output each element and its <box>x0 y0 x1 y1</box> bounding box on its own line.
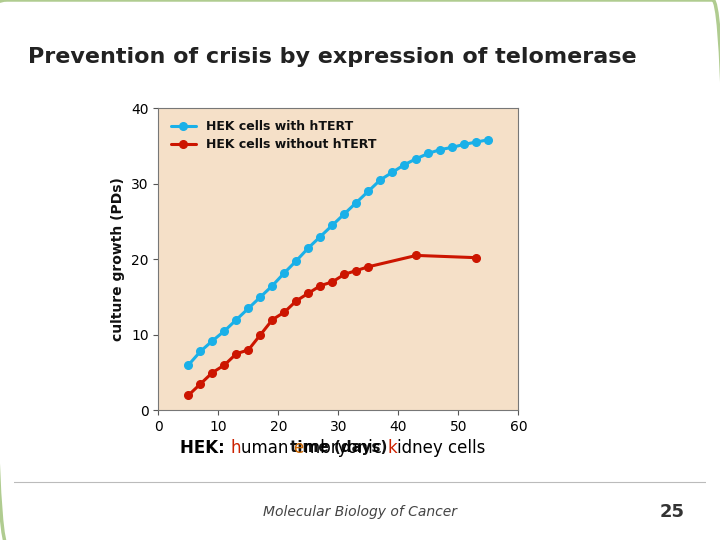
HEK cells with hTERT <box>292 258 301 264</box>
Text: idney cells: idney cells <box>397 439 485 457</box>
HEK cells without hTERT <box>328 279 337 285</box>
HEK cells without hTERT <box>412 252 420 259</box>
HEK cells without hTERT <box>184 392 193 399</box>
HEK cells without hTERT <box>472 254 481 261</box>
X-axis label: time (days): time (days) <box>289 440 387 455</box>
Legend: HEK cells with hTERT, HEK cells without hTERT: HEK cells with hTERT, HEK cells without … <box>165 114 382 158</box>
Text: mbryonic: mbryonic <box>304 439 387 457</box>
HEK cells with hTERT <box>268 282 276 289</box>
Text: HEK:: HEK: <box>180 439 230 457</box>
Line: HEK cells without hTERT: HEK cells without hTERT <box>184 252 480 399</box>
Line: HEK cells with hTERT: HEK cells with hTERT <box>184 136 492 369</box>
HEK cells with hTERT <box>280 269 289 276</box>
HEK cells with hTERT <box>388 169 397 176</box>
HEK cells with hTERT <box>304 245 312 251</box>
HEK cells without hTERT <box>220 362 229 368</box>
HEK cells without hTERT <box>340 271 348 278</box>
HEK cells with hTERT <box>460 141 469 147</box>
HEK cells with hTERT <box>340 211 348 217</box>
HEK cells with hTERT <box>448 144 456 151</box>
Text: 25: 25 <box>660 503 685 521</box>
HEK cells with hTERT <box>184 362 193 368</box>
HEK cells with hTERT <box>412 156 420 162</box>
HEK cells with hTERT <box>352 199 361 206</box>
HEK cells without hTERT <box>316 282 325 289</box>
HEK cells without hTERT <box>304 290 312 296</box>
HEK cells with hTERT <box>484 137 492 143</box>
HEK cells with hTERT <box>328 222 337 228</box>
HEK cells with hTERT <box>220 328 229 334</box>
HEK cells without hTERT <box>280 309 289 315</box>
Text: Molecular Biology of Cancer: Molecular Biology of Cancer <box>263 505 457 519</box>
HEK cells with hTERT <box>364 188 373 194</box>
HEK cells without hTERT <box>232 350 240 357</box>
HEK cells without hTERT <box>208 369 217 376</box>
HEK cells with hTERT <box>196 348 204 355</box>
HEK cells with hTERT <box>436 146 445 153</box>
Text: uman: uman <box>241 439 294 457</box>
Text: e: e <box>294 439 304 457</box>
Text: h: h <box>230 439 241 457</box>
Y-axis label: culture growth (PDs): culture growth (PDs) <box>112 177 125 341</box>
HEK cells with hTERT <box>232 316 240 323</box>
Text: Prevention of crisis by expression of telomerase: Prevention of crisis by expression of te… <box>28 47 637 68</box>
HEK cells with hTERT <box>472 139 481 145</box>
HEK cells with hTERT <box>256 294 265 300</box>
HEK cells without hTERT <box>352 267 361 274</box>
HEK cells with hTERT <box>400 161 409 168</box>
HEK cells with hTERT <box>316 233 325 240</box>
Text: k: k <box>387 439 397 457</box>
HEK cells without hTERT <box>292 298 301 304</box>
HEK cells without hTERT <box>256 332 265 338</box>
HEK cells without hTERT <box>268 316 276 323</box>
HEK cells with hTERT <box>376 177 384 183</box>
HEK cells without hTERT <box>244 347 253 353</box>
HEK cells without hTERT <box>196 381 204 387</box>
HEK cells with hTERT <box>244 305 253 312</box>
HEK cells with hTERT <box>208 338 217 344</box>
HEK cells without hTERT <box>364 264 373 270</box>
HEK cells with hTERT <box>424 150 433 157</box>
